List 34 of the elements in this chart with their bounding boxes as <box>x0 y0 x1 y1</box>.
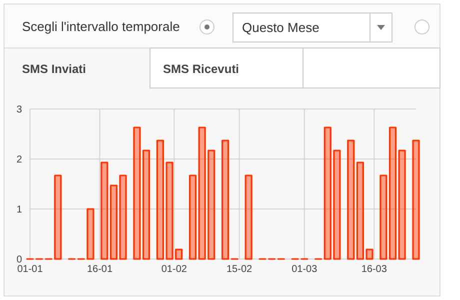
x-tick-label: 01-01 <box>17 264 44 275</box>
bar <box>380 174 388 260</box>
bar <box>412 140 420 260</box>
bar <box>188 174 197 260</box>
bar <box>333 150 341 260</box>
x-tick-label: 16-01 <box>86 264 113 275</box>
text: SMS Ricevuti <box>163 62 240 76</box>
bar <box>142 150 150 260</box>
bar <box>156 140 164 260</box>
x-tick-label: 01-02 <box>161 264 188 275</box>
text: Questo Mese <box>242 20 320 35</box>
y-tick-label: 0 <box>16 254 22 266</box>
bar <box>356 162 364 260</box>
text: Scegli l'intervallo temporale <box>22 19 180 34</box>
bar <box>166 162 174 260</box>
bar <box>388 126 397 260</box>
y-tick-label: 1 <box>16 204 22 216</box>
bar <box>366 248 374 260</box>
y-tick-label: 3 <box>16 104 22 116</box>
bar <box>175 248 183 260</box>
bar <box>398 150 406 260</box>
bar <box>100 162 108 260</box>
x-tick-label: 16-03 <box>361 264 388 275</box>
bar <box>86 208 94 260</box>
bar <box>119 174 127 260</box>
bar <box>110 184 118 260</box>
y-tick-label: 2 <box>16 154 22 166</box>
bar <box>133 126 141 260</box>
x-tick-label: 15-02 <box>226 264 253 275</box>
bar <box>54 174 62 260</box>
bar <box>324 126 332 260</box>
chart-title: SMS Inviati <box>22 62 86 76</box>
bar <box>347 140 355 260</box>
x-tick-label: 01-03 <box>292 264 318 275</box>
